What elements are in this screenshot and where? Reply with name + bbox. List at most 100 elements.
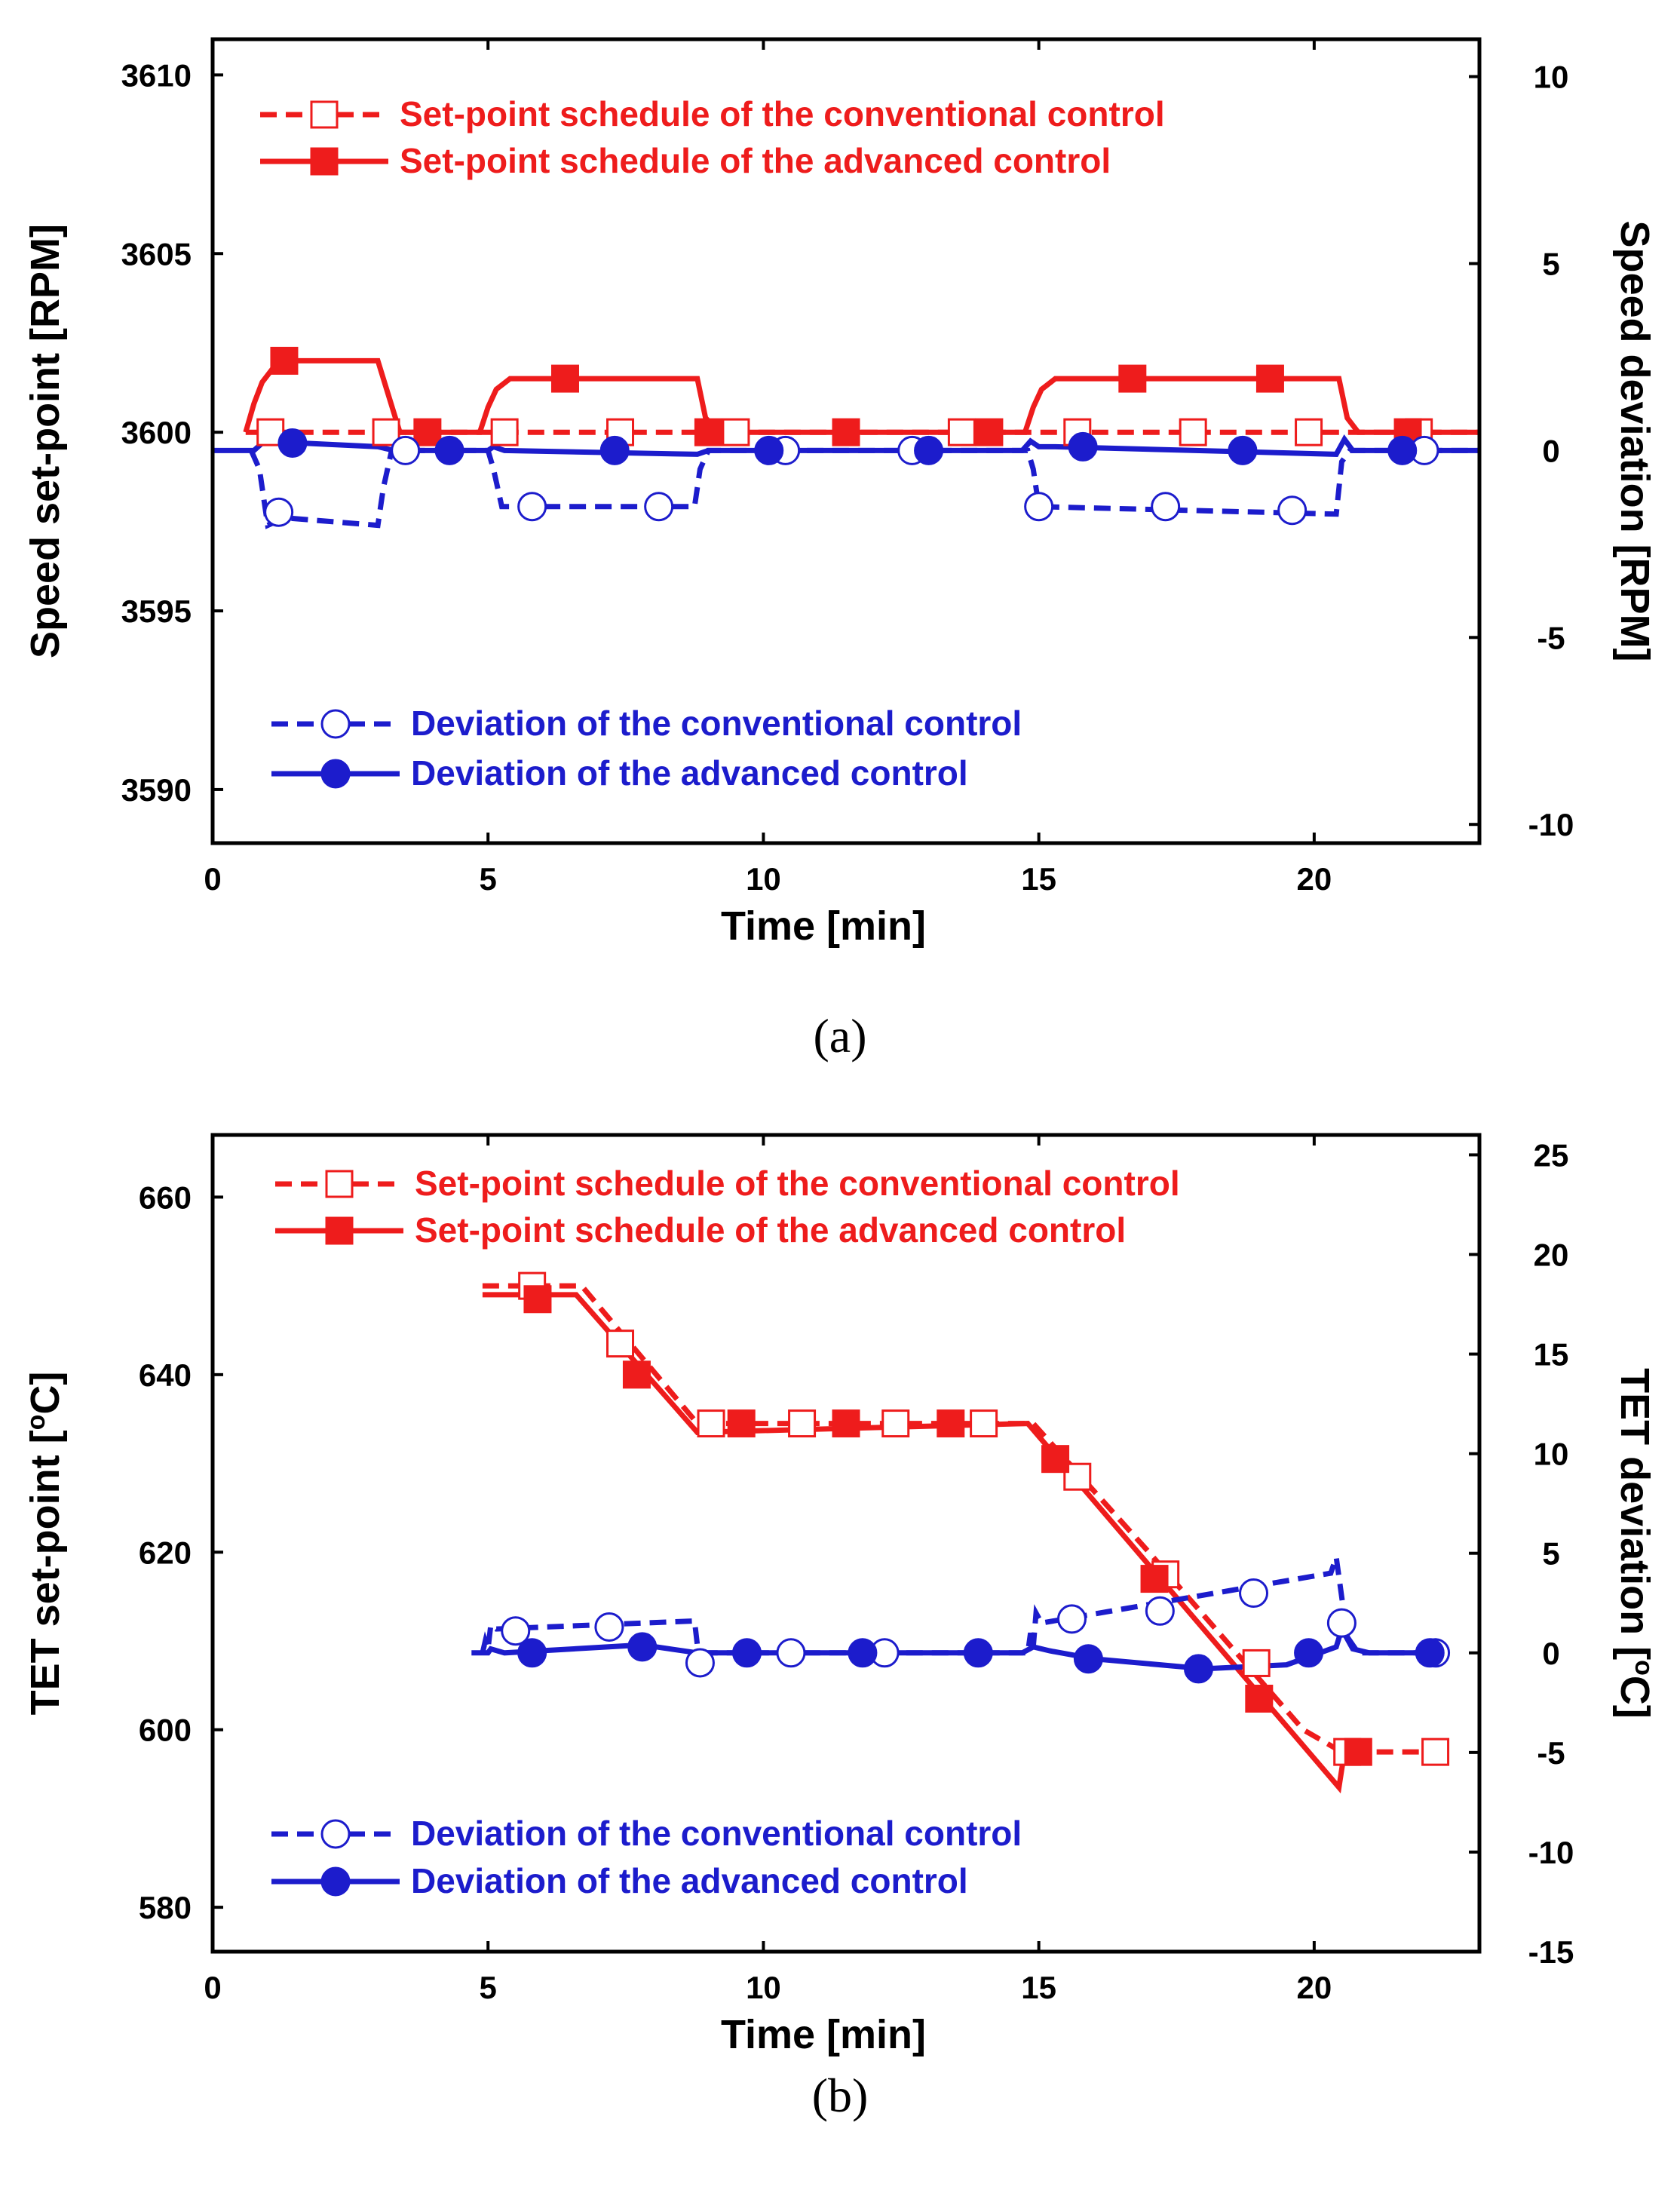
data-point-marker	[1421, 1737, 1450, 1766]
x-tick-label: 5	[480, 861, 497, 897]
y-right-tick-label: 5	[1542, 246, 1559, 281]
panel-caption: (a)	[813, 1009, 866, 1063]
data-point-marker	[1183, 1654, 1213, 1684]
legend-marker	[325, 1170, 354, 1198]
data-point-marker	[1415, 1638, 1445, 1668]
legend-marker	[320, 709, 351, 739]
y-left-tick-label: 640	[139, 1357, 192, 1393]
data-point-marker	[1068, 431, 1098, 462]
data-point-marker	[1073, 1644, 1103, 1674]
data-point-marker	[413, 418, 442, 446]
y-right-axis-title-part: Speed deviation [RPM]	[1612, 220, 1657, 661]
y-left-tick-label: 600	[139, 1713, 192, 1748]
data-point-marker	[947, 418, 976, 446]
legend-marker	[310, 100, 339, 129]
data-point-marker	[1041, 1445, 1070, 1474]
plot-frame	[210, 37, 1482, 845]
y-right-tick-label: 0	[1542, 1636, 1559, 1671]
data-point-marker	[697, 1409, 725, 1438]
y-right-tick-label: 10	[1534, 1437, 1569, 1472]
data-point-marker	[754, 435, 784, 465]
x-tick-label: 20	[1297, 1970, 1332, 2005]
y-right-tick-label: 15	[1534, 1337, 1569, 1372]
data-point-marker	[1140, 1565, 1169, 1593]
y-right-tick-label: -15	[1528, 1934, 1574, 1970]
data-point-marker	[606, 1330, 635, 1358]
x-tick-label: 10	[746, 861, 781, 897]
y-left-axis-title-part: TET set-point [	[23, 1430, 68, 1715]
data-point-marker	[1295, 418, 1323, 446]
data-point-marker	[1344, 1737, 1372, 1766]
y-right-axis-title: TET deviation [oC]	[1612, 1368, 1658, 1719]
data-point-marker	[1118, 364, 1147, 393]
data-point-marker	[914, 435, 944, 465]
data-point-marker	[490, 418, 519, 446]
data-point-marker	[970, 1409, 998, 1438]
legend-entry-conventional-setpoint: Set-point schedule of the conventional c…	[400, 94, 1165, 133]
data-point-marker	[848, 1638, 878, 1668]
legend-marker	[320, 759, 351, 789]
plot-frame	[210, 1133, 1482, 1954]
y-left-axis-title-part: Speed set-point [RPM]	[23, 224, 68, 658]
data-point-marker	[722, 418, 750, 446]
data-point-marker	[1056, 1604, 1087, 1634]
y-right-tick-label: 25	[1534, 1137, 1569, 1173]
y-right-tick-label: -5	[1537, 1735, 1565, 1771]
data-point-marker	[727, 1409, 756, 1438]
data-point-marker	[776, 1638, 806, 1668]
data-point-marker	[1024, 492, 1054, 522]
legend-entry-advanced-setpoint: Set-point schedule of the advanced contr…	[400, 141, 1111, 180]
x-axis-title: Time [min]	[721, 903, 926, 949]
data-point-marker	[1255, 364, 1284, 393]
data-point-marker	[1239, 1578, 1269, 1609]
series-line-blue-dashed	[248, 447, 1479, 529]
x-tick-label: 15	[1021, 861, 1056, 897]
data-point-marker	[832, 418, 860, 446]
data-point-marker	[523, 1285, 552, 1314]
legend-entry-advanced-setpoint: Set-point schedule of the advanced contr…	[415, 1210, 1126, 1250]
data-point-marker	[391, 435, 421, 465]
y-left-axis-title-part: o	[22, 1415, 51, 1431]
data-point-marker	[1294, 1638, 1324, 1668]
x-tick-label: 5	[480, 1970, 497, 2005]
y-left-axis-title-part: C]	[23, 1372, 68, 1415]
y-right-tick-label: -5	[1537, 620, 1565, 655]
data-point-marker	[517, 492, 547, 522]
data-point-marker	[270, 346, 299, 375]
y-right-tick-label: 10	[1534, 60, 1569, 95]
data-point-marker	[963, 1638, 993, 1668]
data-point-marker	[594, 1612, 624, 1642]
y-right-tick-label: -10	[1528, 807, 1574, 842]
x-axis-title: Time [min]	[721, 2012, 926, 2057]
legend-entry-advanced-deviation: Deviation of the advanced control	[411, 753, 968, 793]
y-left-tick-label: 620	[139, 1535, 192, 1570]
legend-entry-conventional-deviation: Deviation of the conventional control	[411, 704, 1022, 743]
y-left-tick-label: 580	[139, 1890, 192, 1925]
data-point-marker	[732, 1638, 762, 1668]
data-point-marker	[694, 418, 722, 446]
legend-marker	[320, 1866, 351, 1897]
x-tick-label: 10	[746, 1970, 781, 2005]
data-point-marker	[832, 1409, 860, 1438]
y-left-tick-label: 660	[139, 1179, 192, 1215]
y-left-tick-label: 3605	[121, 236, 192, 271]
data-point-marker	[1179, 418, 1207, 446]
y-right-tick-label: 5	[1542, 1536, 1559, 1572]
y-left-tick-label: 3590	[121, 772, 192, 808]
data-point-marker	[434, 435, 464, 465]
y-right-axis-title: Speed deviation [RPM]	[1612, 220, 1657, 661]
data-point-marker	[277, 428, 308, 458]
data-point-marker	[685, 1648, 715, 1678]
data-point-marker	[1063, 1462, 1092, 1491]
y-left-tick-label: 3595	[121, 593, 192, 629]
x-tick-label: 0	[204, 861, 221, 897]
data-point-marker	[550, 364, 579, 393]
y-left-axis-title: Speed set-point [RPM]	[23, 224, 68, 658]
x-tick-label: 20	[1297, 861, 1332, 897]
y-right-axis-title-part: C]	[1612, 1676, 1657, 1719]
data-point-marker	[1387, 435, 1418, 465]
y-right-axis-title-part: TET deviation [	[1612, 1368, 1657, 1660]
data-point-marker	[501, 1616, 531, 1646]
panel-b: 0 5 10 15 20 580 600 620 640 660 -15 -10 -5 0 5 10 15 20 2…	[22, 1133, 1658, 2122]
